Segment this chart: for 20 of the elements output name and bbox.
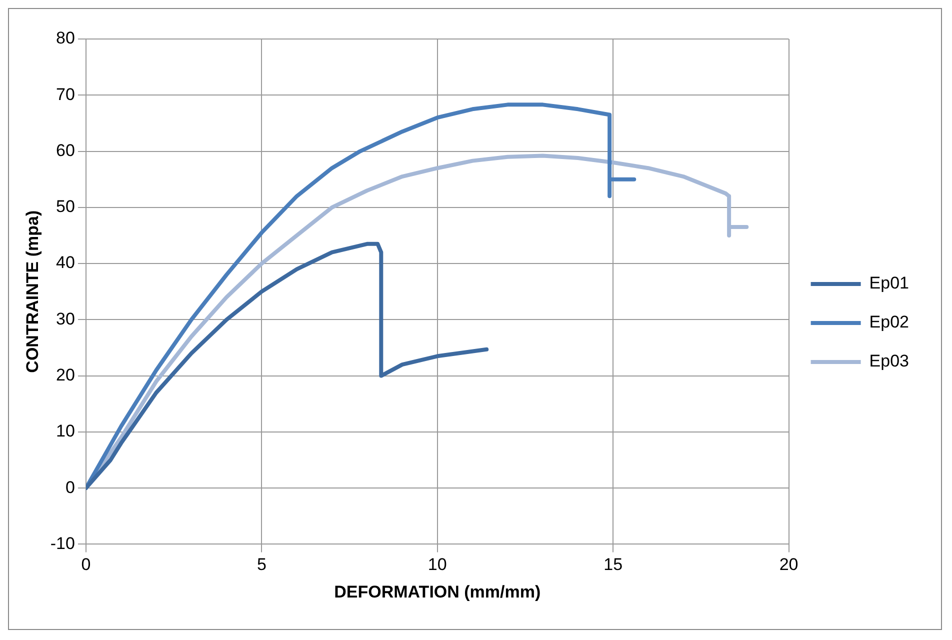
y-tick-label: 80 (56, 28, 75, 48)
x-tick-label: 20 (779, 555, 798, 574)
y-tick-label: 60 (56, 140, 75, 160)
x-tick-label: 10 (428, 555, 447, 574)
x-axis-title: DEFORMATION (mm/mm) (334, 582, 541, 602)
x-tick-label: 15 (604, 555, 623, 574)
legend-label: Ep03 (869, 352, 909, 371)
y-tick-label: 0 (66, 478, 75, 497)
y-axis-title: CONTRAINTE (mpa) (22, 210, 42, 373)
y-tick-label: 50 (56, 197, 75, 216)
legend-label: Ep01 (869, 274, 909, 293)
y-tick-label: 30 (56, 309, 75, 328)
y-tick-label: 70 (56, 84, 75, 104)
x-tick-label: 5 (256, 555, 266, 574)
legend-label: Ep02 (869, 312, 909, 332)
y-tick-label: 20 (56, 365, 75, 384)
x-tick-label: 0 (81, 555, 91, 574)
y-tick-label: 10 (56, 422, 75, 441)
y-tick-label: 40 (56, 253, 75, 272)
y-tick-label: -10 (50, 534, 75, 553)
